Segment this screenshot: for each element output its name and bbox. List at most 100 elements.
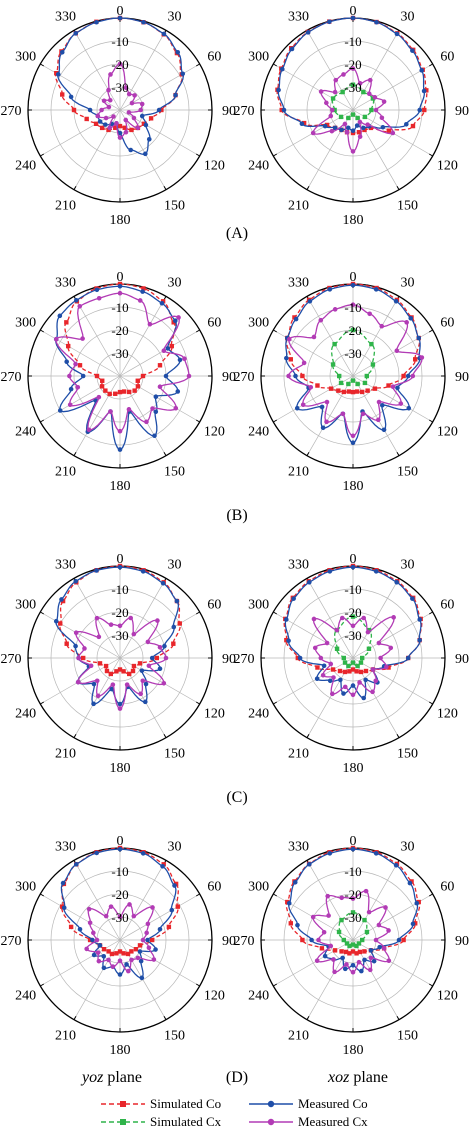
panel-d-yoz-series-measured-co-point: [61, 905, 67, 911]
panel-c-yoz-series-measured-cx-point: [163, 655, 169, 661]
panel-a-xoz-series-measured-co-point: [419, 68, 425, 73]
panel-c-yoz-series-measured-cx-point: [110, 682, 116, 687]
panel-d-xoz-angle-tick: [273, 983, 278, 987]
panel-c-xoz-series-measured-cx-point: [388, 645, 394, 651]
panel-b-xoz-radial-label-30: -30: [344, 346, 361, 361]
panel-a-xoz-series-measured-co-point: [380, 124, 386, 130]
panel-d-xoz-series-measured-cx-point: [373, 937, 379, 943]
panel-a-xoz-radial-label-10: -10: [344, 34, 361, 49]
panel-c-xoz-series-measured-co-point: [338, 677, 343, 683]
panel-a-yoz-angle-label-30: 30: [168, 10, 182, 25]
panel-d-xoz-series-simulated-co-point: [339, 949, 344, 954]
panel-a-yoz-series-measured-cx-point: [138, 107, 143, 113]
panel-b-xoz-series-measured-co-point: [284, 355, 289, 361]
panel-d-yoz-series-measured-cx-point: [91, 930, 96, 936]
panel-a-yoz-series-measured-cx-point: [108, 72, 113, 77]
panel-b-xoz-series-simulated-cx-point: [332, 341, 337, 347]
panel-b-xoz-series-measured-cx-point: [360, 411, 366, 417]
panel-b-yoz-series-measured-cx-point: [77, 303, 83, 309]
panel-a-yoz-angle-label-0: 0: [117, 4, 124, 19]
panel-b-yoz-grid-spoke: [40, 329, 121, 377]
panel-c-xoz-series-measured-co-point: [327, 678, 333, 684]
plane-label-yoz: yoz plane: [82, 1069, 142, 1087]
panel-label-c: (C): [226, 789, 248, 806]
panel-d-yoz-series-simulated-co-point: [68, 924, 74, 930]
panel-b-xoz-series-measured-cx-point: [286, 336, 292, 342]
panel-d-xoz-angle-label-300: 300: [248, 880, 269, 895]
panel-b-yoz-series-measured-cx-point: [150, 406, 155, 411]
panel-b-xoz-series-simulated-cx-point: [350, 378, 356, 383]
panel-b-yoz-angle-tick: [73, 451, 77, 456]
panel-c-xoz-series-measured-cx-point: [312, 645, 318, 651]
panel-d-xoz-grid-spoke: [352, 939, 433, 987]
panel-b-yoz-series-simulated-co-point: [160, 299, 166, 304]
panel-d-xoz-series-measured-cx-point: [314, 958, 320, 963]
panel-d-xoz-radial-label-10: -10: [344, 864, 361, 879]
panel-d-yoz-series-measured-co-point: [97, 943, 103, 948]
panel-b-xoz-series-measured-co-point: [327, 287, 333, 292]
panel-c-yoz-series-measured-co-point: [117, 564, 123, 570]
panel-a-yoz-radial-label-20: -20: [111, 57, 128, 72]
panel-b-xoz-series-measured-cx-point: [332, 307, 338, 312]
panel-b-xoz-series-simulated-co-point: [341, 389, 346, 395]
panel-b-yoz-angle-label-240: 240: [15, 425, 36, 440]
panel-b-xoz-series-simulated-cx-point: [364, 373, 369, 379]
panel-a-yoz-angle-label-330: 330: [55, 10, 76, 25]
panel-d-xoz-series-simulated-co-point: [416, 899, 421, 905]
panel-d-yoz-series-measured-cx-point: [96, 958, 102, 964]
legend-label-simulated-co: Simulated Co: [150, 1096, 222, 1111]
panel-c-yoz-series-simulated-co-point: [130, 668, 136, 674]
panel-c-xoz-series-measured-cx-point: [365, 629, 371, 635]
panel-b-xoz-series-measured-cx-point: [410, 373, 416, 379]
panel-b-yoz-radial-label-30: -30: [111, 346, 128, 361]
panel-a-yoz-series-measured-cx-point: [95, 113, 101, 119]
panel-d-yoz-series-measured-co-point: [94, 850, 99, 856]
panel-b-xoz-angle-tick: [306, 451, 310, 456]
panel-a-yoz-series-measured-cx-point: [111, 114, 116, 119]
panel-d-xoz-series-simulated-cx-point: [360, 937, 365, 943]
panel-b-yoz-series-measured-co-point: [117, 284, 123, 289]
panel-d-xoz-series-measured-cx-point: [344, 962, 349, 967]
panel-a-yoz-series-measured-cx-point: [123, 129, 129, 135]
panel-a-xoz-series-measured-co-point: [350, 15, 356, 21]
panel-b-yoz-series-measured-co-point: [165, 346, 171, 351]
panel-b-xoz-angle-tick: [428, 419, 433, 423]
panel-b-yoz-series-measured-cx-point: [96, 295, 102, 301]
panel-b-xoz-series-measured-cx-point: [324, 399, 330, 405]
panel-c-xoz-series-measured-cx-point: [370, 689, 375, 695]
panel-a-xoz-angle-label-150: 150: [397, 198, 418, 213]
legend-item-simulated-cx: Simulated Cx: [100, 1114, 221, 1130]
panel-b-yoz-angle-tick: [195, 329, 200, 333]
panel-c-xoz-series-measured-cx-point: [330, 691, 335, 697]
panel-d-xoz-series-simulated-co-point: [350, 949, 356, 954]
panel-d-xoz-angle-label-30: 30: [401, 840, 415, 855]
panel-c-yoz-grid-spoke: [119, 611, 200, 659]
panel-b-xoz-angle-label-30: 30: [401, 276, 415, 291]
panel-b-xoz-series-simulated-co-point: [328, 386, 334, 391]
panel-b-yoz-series-measured-co-point: [163, 373, 169, 379]
panel-d-xoz-angle-label-240: 240: [248, 989, 269, 1004]
panel-a-yoz-series-measured-co-point: [68, 94, 74, 100]
panel-a-xoz-series-measured-cx-point: [350, 149, 356, 154]
panel-d-yoz-series-measured-cx-point: [86, 906, 92, 912]
panel-a-yoz-series-measured-cx-point: [139, 101, 145, 107]
panel-b-yoz-series-measured-co-point: [153, 394, 159, 400]
panel-a-xoz-angle-tick: [428, 153, 433, 157]
panel-b-xoz-angle-label-90: 90: [455, 370, 469, 385]
panel-b-xoz-series-measured-cx-point: [394, 348, 400, 354]
panel-a-yoz-angle-label-150: 150: [164, 198, 185, 213]
panel-c-yoz-series-measured-cx-point: [140, 678, 146, 684]
panel-a-yoz-angle-label-240: 240: [15, 159, 36, 174]
panel-a-xoz-angle-label-330: 330: [288, 10, 309, 25]
panel-a-xoz-series-measured-co-point: [374, 19, 379, 25]
panel-b-yoz-series-measured-cx-point: [161, 348, 167, 354]
panel-d-xoz-series-measured-co-point: [350, 963, 356, 968]
panel-a-xoz-angle-label-210: 210: [288, 198, 309, 213]
panel-d-yoz-angle-tick: [40, 983, 45, 987]
panel-d-xoz-series-simulated-cx-point: [354, 943, 359, 949]
panel-b-yoz-series-measured-co-point: [177, 357, 183, 363]
panel-c-xoz-angle-label-30: 30: [401, 558, 415, 573]
panel-c-yoz-series-measured-cx-point: [146, 663, 152, 669]
panel-d-xoz-series-simulated-co-point: [354, 951, 359, 956]
